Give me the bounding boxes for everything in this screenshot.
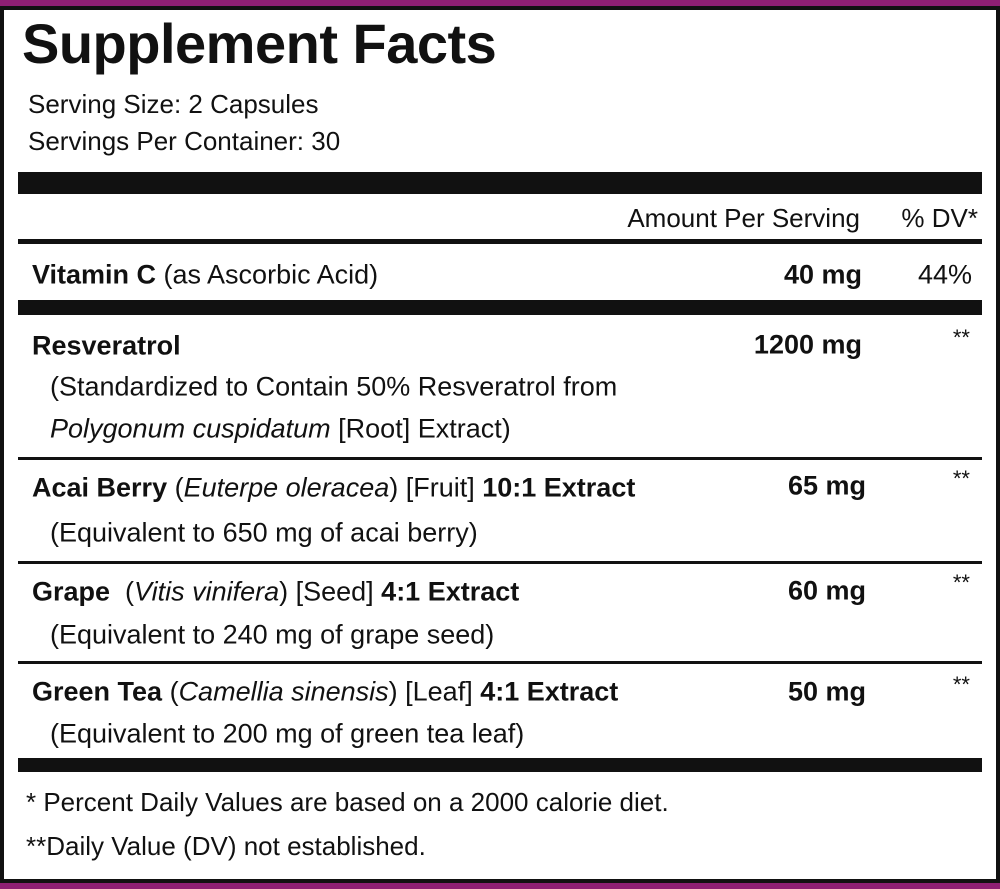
dv: ** bbox=[952, 672, 970, 697]
dv: ** bbox=[952, 466, 970, 491]
footnote: * Percent Daily Values are based on a 20… bbox=[26, 787, 669, 817]
footnote: **Daily Value (DV) not established. bbox=[26, 831, 426, 861]
rule bbox=[18, 457, 982, 460]
name-part: Euterpe oleracea bbox=[183, 472, 390, 503]
header-dv: % DV* bbox=[901, 203, 978, 233]
name-part: Grape bbox=[32, 576, 111, 607]
ingredient-detail: (Equivalent to 240 mg of grape seed) bbox=[50, 619, 495, 650]
detail-part: (Standardized to Contain 50% Resveratrol… bbox=[50, 371, 618, 402]
panel-frame bbox=[0, 6, 1000, 883]
ingredient-detail: (Equivalent to 650 mg of acai berry) bbox=[50, 517, 478, 548]
amount: 1200 mg bbox=[753, 329, 862, 360]
servings-per-container: Servings Per Container: 30 bbox=[28, 126, 341, 156]
rule bbox=[18, 561, 982, 564]
dv: ** bbox=[952, 325, 970, 350]
ingredient-name: Vitamin C (as Ascorbic Acid) bbox=[32, 259, 379, 290]
title: Supplement Facts bbox=[22, 12, 497, 75]
thick-rule bbox=[18, 300, 982, 315]
rule bbox=[18, 239, 982, 244]
name-part: ( bbox=[110, 576, 135, 607]
detail-part: (Equivalent to 240 mg of grape seed) bbox=[50, 619, 495, 650]
amount: 60 mg bbox=[787, 575, 866, 606]
ingredient-name: Resveratrol bbox=[32, 330, 181, 361]
name-part: Vitamin C bbox=[32, 259, 157, 290]
ingredient-detail: (Standardized to Contain 50% Resveratrol… bbox=[50, 371, 618, 402]
serving-size: Serving Size: 2 Capsules bbox=[28, 89, 319, 119]
detail-part: (Equivalent to 200 mg of green tea leaf) bbox=[50, 718, 525, 749]
detail-part: (Equivalent to 650 mg of acai berry) bbox=[50, 517, 478, 548]
thick-rule bbox=[18, 172, 982, 194]
amount: 65 mg bbox=[787, 470, 866, 501]
dv: 44% bbox=[917, 259, 972, 290]
name-part: 10:1 Extract bbox=[482, 472, 636, 503]
header-amount: Amount Per Serving bbox=[627, 203, 860, 233]
amount: 50 mg bbox=[787, 676, 866, 707]
name-part: 4:1 Extract bbox=[381, 576, 520, 607]
name-part: Camellia sinensis bbox=[178, 676, 389, 707]
name-part: ) [Leaf] bbox=[388, 676, 481, 707]
detail-part: [Root] Extract) bbox=[330, 413, 511, 444]
name-part: ( bbox=[162, 676, 179, 707]
name-part: (as Ascorbic Acid) bbox=[156, 259, 379, 290]
name-part: ) [Fruit] bbox=[389, 472, 483, 503]
name-part: Vitis vinifera bbox=[134, 576, 280, 607]
amount: 40 mg bbox=[783, 259, 862, 290]
name-part: ) [Seed] bbox=[279, 576, 382, 607]
thick-rule bbox=[18, 758, 982, 772]
name-part: Resveratrol bbox=[32, 330, 181, 361]
ingredient-detail: Polygonum cuspidatum [Root] Extract) bbox=[50, 413, 511, 444]
ingredient-detail: (Equivalent to 200 mg of green tea leaf) bbox=[50, 718, 525, 749]
rule bbox=[18, 661, 982, 664]
bottom-strip bbox=[0, 883, 1000, 889]
name-part: ( bbox=[167, 472, 184, 503]
name-part: Green Tea bbox=[32, 676, 163, 707]
ingredient-name: Acai Berry (Euterpe oleracea) [Fruit] 10… bbox=[32, 472, 636, 503]
ingredient-name: Green Tea (Camellia sinensis) [Leaf] 4:1… bbox=[32, 676, 619, 707]
name-part: 4:1 Extract bbox=[480, 676, 619, 707]
dv: ** bbox=[952, 570, 970, 595]
name-part: Acai Berry bbox=[32, 472, 168, 503]
detail-part: Polygonum cuspidatum bbox=[50, 413, 331, 444]
ingredient-name: Grape (Vitis vinifera) [Seed] 4:1 Extrac… bbox=[32, 576, 520, 607]
top-strip bbox=[0, 0, 1000, 6]
